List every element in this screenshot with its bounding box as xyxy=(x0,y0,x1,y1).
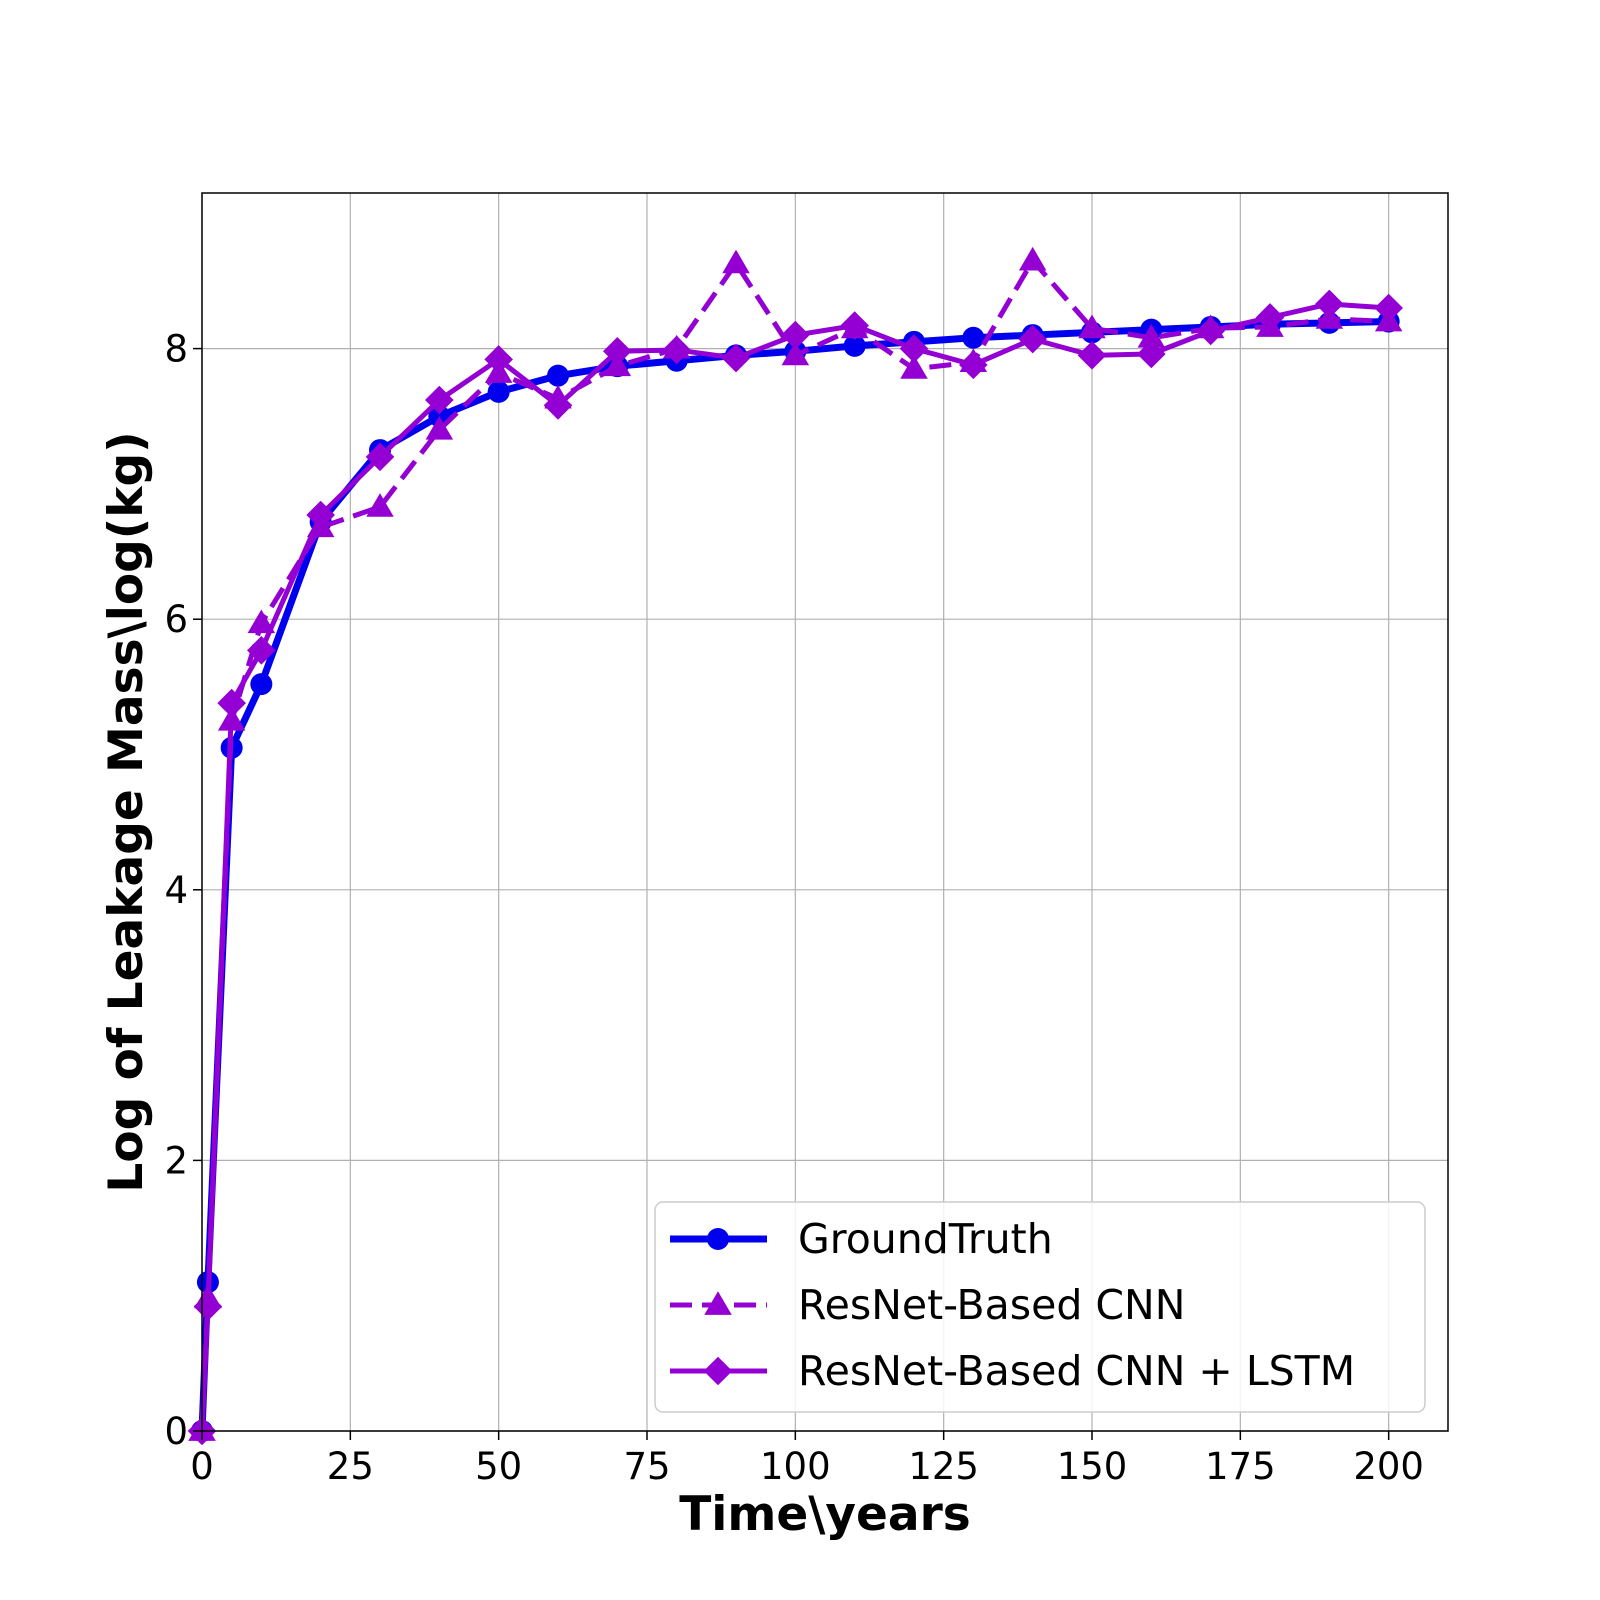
x-axis-label: Time\years xyxy=(679,1487,971,1542)
series-line xyxy=(199,258,1389,1432)
x-tick-label: 50 xyxy=(475,1445,522,1488)
data-point xyxy=(721,343,751,373)
legend-label: GroundTruth xyxy=(798,1215,1053,1263)
x-tick-label: 200 xyxy=(1353,1445,1424,1488)
data-point xyxy=(306,500,335,530)
data-point xyxy=(781,341,810,366)
y-axis-label: Log of Leakage Mass\log(kg) xyxy=(99,431,154,1192)
data-point xyxy=(217,688,246,718)
data-point xyxy=(247,636,276,665)
plot-frame xyxy=(201,192,1449,1432)
data-point xyxy=(1137,324,1166,348)
data-point xyxy=(425,385,454,415)
data-point xyxy=(1196,316,1225,346)
data-point xyxy=(781,320,810,350)
data-point xyxy=(1018,246,1047,271)
y-tick-label: 2 xyxy=(164,1139,188,1182)
data-point xyxy=(722,249,750,274)
x-tick-label: 175 xyxy=(1205,1445,1276,1488)
data-point xyxy=(1315,289,1344,319)
legend-marker xyxy=(707,1228,729,1250)
x-tick-label: 150 xyxy=(1057,1445,1128,1488)
data-point xyxy=(603,337,632,366)
data-point xyxy=(365,442,395,472)
legend-marker xyxy=(704,1291,732,1315)
data-point xyxy=(484,345,513,374)
y-tick-label: 8 xyxy=(164,328,188,371)
y-tick-label: 4 xyxy=(164,869,188,912)
legend: GroundTruth ResNet-Based CNN ResNet-Based … xyxy=(654,1201,1426,1413)
y-tick-label: 6 xyxy=(164,598,188,641)
data-point xyxy=(1018,324,1047,354)
legend-entry: ResNet-Based CNN + LSTM xyxy=(670,1347,1355,1395)
y-tick-label: 0 xyxy=(164,1410,188,1453)
data-point xyxy=(366,493,394,517)
axis-ticks: 0 25 50 75 100 125 150 175 200 0 2 4 6 8 xyxy=(164,328,1424,1488)
legend-label: ResNet-Based CNN + LSTM xyxy=(798,1347,1355,1395)
x-tick-label: 0 xyxy=(190,1445,214,1488)
data-point xyxy=(1137,339,1166,369)
x-tick-label: 125 xyxy=(908,1445,979,1488)
data-point xyxy=(1078,314,1106,339)
data-point xyxy=(547,364,569,387)
data-point xyxy=(1374,293,1403,323)
legend-box xyxy=(654,1201,1426,1413)
x-tick-label: 25 xyxy=(327,1445,374,1488)
data-point xyxy=(250,673,273,696)
data-point xyxy=(193,1292,223,1321)
data-point xyxy=(959,350,988,380)
legend-label: ResNet-Based CNN xyxy=(798,1281,1185,1329)
legend-entry: GroundTruth xyxy=(670,1215,1053,1263)
data-point xyxy=(840,311,869,340)
series-layer xyxy=(187,246,1403,1446)
legend-entry: ResNet-Based CNN xyxy=(670,1281,1185,1329)
data-point xyxy=(1077,341,1107,370)
x-tick-label: 100 xyxy=(760,1445,831,1488)
data-point xyxy=(662,335,691,365)
data-point xyxy=(543,391,573,420)
data-point xyxy=(425,416,454,440)
data-point xyxy=(1255,303,1285,332)
data-point xyxy=(843,334,866,357)
data-point xyxy=(247,609,276,634)
legend-marker xyxy=(703,1356,733,1386)
data-point xyxy=(899,334,929,363)
x-tick-label: 75 xyxy=(623,1445,670,1488)
data-point xyxy=(487,380,510,403)
series-3 xyxy=(187,289,1403,1446)
data-point xyxy=(962,326,985,349)
data-point xyxy=(900,355,928,379)
